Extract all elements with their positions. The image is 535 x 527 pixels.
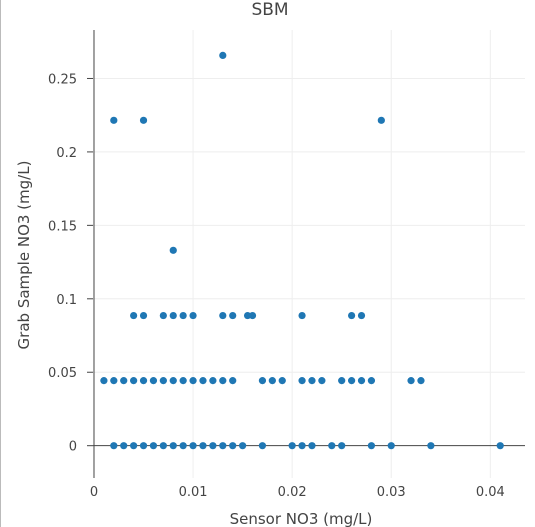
data-point[interactable] xyxy=(229,377,237,385)
data-point[interactable] xyxy=(308,377,316,385)
data-point[interactable] xyxy=(417,377,425,385)
data-point[interactable] xyxy=(169,442,177,450)
y-tick-label: 0 xyxy=(69,440,77,455)
data-point[interactable] xyxy=(318,377,326,385)
data-point[interactable] xyxy=(130,442,138,450)
data-point[interactable] xyxy=(189,377,197,385)
y-tick-label: 0.1 xyxy=(56,293,77,308)
data-point[interactable] xyxy=(298,311,306,320)
gridlines xyxy=(93,30,525,478)
data-point[interactable] xyxy=(169,377,177,385)
data-point[interactable] xyxy=(298,442,306,450)
data-point[interactable] xyxy=(110,377,118,385)
data-point[interactable] xyxy=(328,442,336,450)
data-point[interactable] xyxy=(199,377,207,385)
data-point[interactable] xyxy=(298,377,306,385)
data-point[interactable] xyxy=(219,377,227,385)
x-tick-label: 0 xyxy=(90,485,98,500)
data-point[interactable] xyxy=(139,442,148,450)
data-point[interactable] xyxy=(179,442,187,450)
x-axis-ticks: 0 0.01 0.02 0.03 0.04 xyxy=(90,485,505,500)
y-tick-label: 0.2 xyxy=(56,146,77,161)
data-point[interactable] xyxy=(229,442,237,450)
data-point[interactable] xyxy=(288,442,296,450)
data-point[interactable] xyxy=(357,311,366,320)
data-point[interactable] xyxy=(367,377,376,385)
data-point[interactable] xyxy=(239,442,247,450)
data-point[interactable] xyxy=(120,377,128,385)
data-point[interactable] xyxy=(130,311,138,320)
x-axis-label: Sensor NO3 (mg/L) xyxy=(230,510,373,527)
data-point[interactable] xyxy=(139,116,148,124)
data-points xyxy=(100,51,504,450)
data-point[interactable] xyxy=(243,311,252,320)
data-point[interactable] xyxy=(159,442,167,450)
data-point[interactable] xyxy=(139,377,148,385)
data-point[interactable] xyxy=(219,442,227,450)
data-point[interactable] xyxy=(338,442,346,450)
data-point[interactable] xyxy=(357,377,366,385)
data-point[interactable] xyxy=(308,442,316,450)
data-point[interactable] xyxy=(219,51,227,60)
y-axis-ticks: 0 0.05 0.1 0.15 0.2 0.25 xyxy=(48,72,93,455)
data-point[interactable] xyxy=(179,377,187,385)
data-point[interactable] xyxy=(229,311,237,320)
data-point[interactable] xyxy=(209,377,217,385)
data-point[interactable] xyxy=(248,311,257,320)
data-point[interactable] xyxy=(159,377,167,385)
data-point[interactable] xyxy=(110,116,118,124)
data-point[interactable] xyxy=(130,377,138,385)
data-point[interactable] xyxy=(268,377,276,385)
data-point[interactable] xyxy=(199,442,207,450)
y-axis-label: Grab Sample NO3 (mg/L) xyxy=(15,161,33,350)
data-point[interactable] xyxy=(110,442,118,450)
x-tick-label: 0.03 xyxy=(377,485,406,500)
left-edge-divider xyxy=(0,0,1,527)
data-point[interactable] xyxy=(120,442,128,450)
data-point[interactable] xyxy=(169,246,177,254)
data-point[interactable] xyxy=(169,311,177,320)
data-point[interactable] xyxy=(179,311,187,320)
data-point[interactable] xyxy=(209,442,217,450)
data-point[interactable] xyxy=(348,311,356,320)
data-point[interactable] xyxy=(348,377,356,385)
data-point[interactable] xyxy=(496,442,504,450)
data-point[interactable] xyxy=(258,377,267,385)
data-point[interactable] xyxy=(189,311,197,320)
y-tick-label: 0.15 xyxy=(48,219,77,234)
data-point[interactable] xyxy=(377,116,385,124)
data-point[interactable] xyxy=(258,442,267,450)
data-point[interactable] xyxy=(100,377,108,385)
data-point[interactable] xyxy=(219,311,227,320)
data-point[interactable] xyxy=(338,377,346,385)
x-tick-label: 0.04 xyxy=(476,485,505,500)
axes xyxy=(93,30,525,478)
data-point[interactable] xyxy=(149,377,158,385)
data-point[interactable] xyxy=(149,442,158,450)
chart-title: SBM xyxy=(251,0,288,20)
y-tick-label: 0.05 xyxy=(48,366,77,381)
data-point[interactable] xyxy=(387,442,395,450)
y-tick-label: 0.25 xyxy=(48,72,77,87)
data-point[interactable] xyxy=(139,311,148,320)
x-tick-label: 0.02 xyxy=(278,485,307,500)
data-point[interactable] xyxy=(367,442,376,450)
x-tick-label: 0.01 xyxy=(179,485,208,500)
data-point[interactable] xyxy=(427,442,435,450)
data-point[interactable] xyxy=(278,377,286,385)
data-point[interactable] xyxy=(407,377,415,385)
data-point[interactable] xyxy=(159,311,167,320)
data-point[interactable] xyxy=(189,442,197,450)
